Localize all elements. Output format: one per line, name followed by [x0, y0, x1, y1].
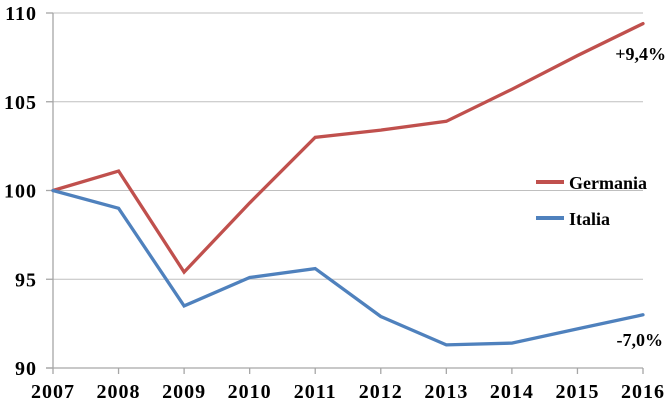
- series-line-italia: [51, 188, 645, 347]
- x-tick-label: 2015: [555, 381, 599, 403]
- legend-label-italia: Italia: [569, 209, 610, 229]
- x-tick-label: 2010: [228, 381, 272, 403]
- y-tick-label: 95: [15, 269, 37, 291]
- y-tick-label: 100: [4, 181, 37, 203]
- gridlines: [53, 12, 643, 280]
- x-tick-label: 2014: [490, 381, 534, 403]
- x-tick-label: 2011: [294, 381, 337, 403]
- x-tick-label: 2016: [621, 381, 665, 403]
- y-tick-label: 105: [4, 92, 37, 114]
- x-tick-label: 2007: [31, 381, 75, 403]
- y-axis-labels: 90 95 100 105 110: [4, 3, 37, 380]
- y-tick-label: 110: [5, 3, 37, 25]
- x-tick-label: 2009: [162, 381, 206, 403]
- y-tick-label: 90: [15, 358, 37, 380]
- legend-label-germania: Germania: [569, 173, 647, 193]
- series-line-germania: [51, 21, 645, 275]
- x-axis-ticks: [52, 368, 644, 374]
- legend: Germania Italia: [536, 173, 647, 229]
- annotation-italia-change: -7,0%: [617, 330, 664, 350]
- x-axis-labels: 2007 2008 2009 2010 2011 2012 2013 2014 2015 2016: [31, 381, 665, 403]
- x-tick-label: 2008: [97, 381, 141, 403]
- x-tick-label: 2012: [359, 381, 403, 403]
- series-lines: [51, 21, 645, 347]
- annotation-germania-change: +9,4%: [615, 44, 666, 64]
- x-tick-label: 2013: [424, 381, 468, 403]
